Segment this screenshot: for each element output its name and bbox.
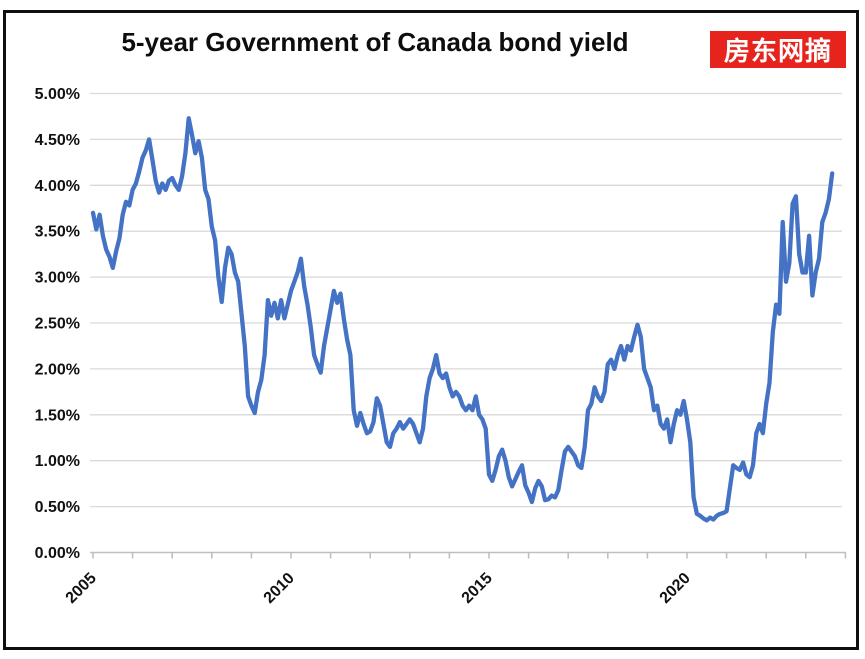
- watermark-badge: 房东网摘: [710, 31, 846, 68]
- y-axis-label: 5.00%: [35, 86, 80, 103]
- x-axis-label: 2010: [261, 570, 298, 607]
- chart-frame-border: [3, 10, 859, 650]
- y-axis-label: 1.50%: [35, 407, 80, 424]
- yield-series-line: [90, 116, 835, 523]
- y-axis-label: 2.50%: [35, 316, 80, 333]
- y-axis-label: 3.50%: [35, 224, 80, 241]
- y-axis-label: 1.00%: [35, 453, 80, 470]
- x-axis-label: 2015: [459, 570, 496, 607]
- y-axis-label: 3.00%: [35, 270, 80, 287]
- x-axis-label: 2020: [657, 570, 694, 607]
- x-axis-label: 2005: [63, 570, 100, 607]
- y-axis-label: 0.00%: [35, 545, 80, 562]
- watermark-badge-label: 房东网摘: [723, 36, 832, 66]
- y-axis-label: 4.50%: [35, 132, 80, 149]
- y-axis-label: 0.50%: [35, 499, 80, 516]
- y-axis-label: 4.00%: [35, 178, 80, 195]
- chart-title: 5-year Government of Canada bond yield: [121, 27, 629, 57]
- y-axis-label: 2.00%: [35, 361, 80, 378]
